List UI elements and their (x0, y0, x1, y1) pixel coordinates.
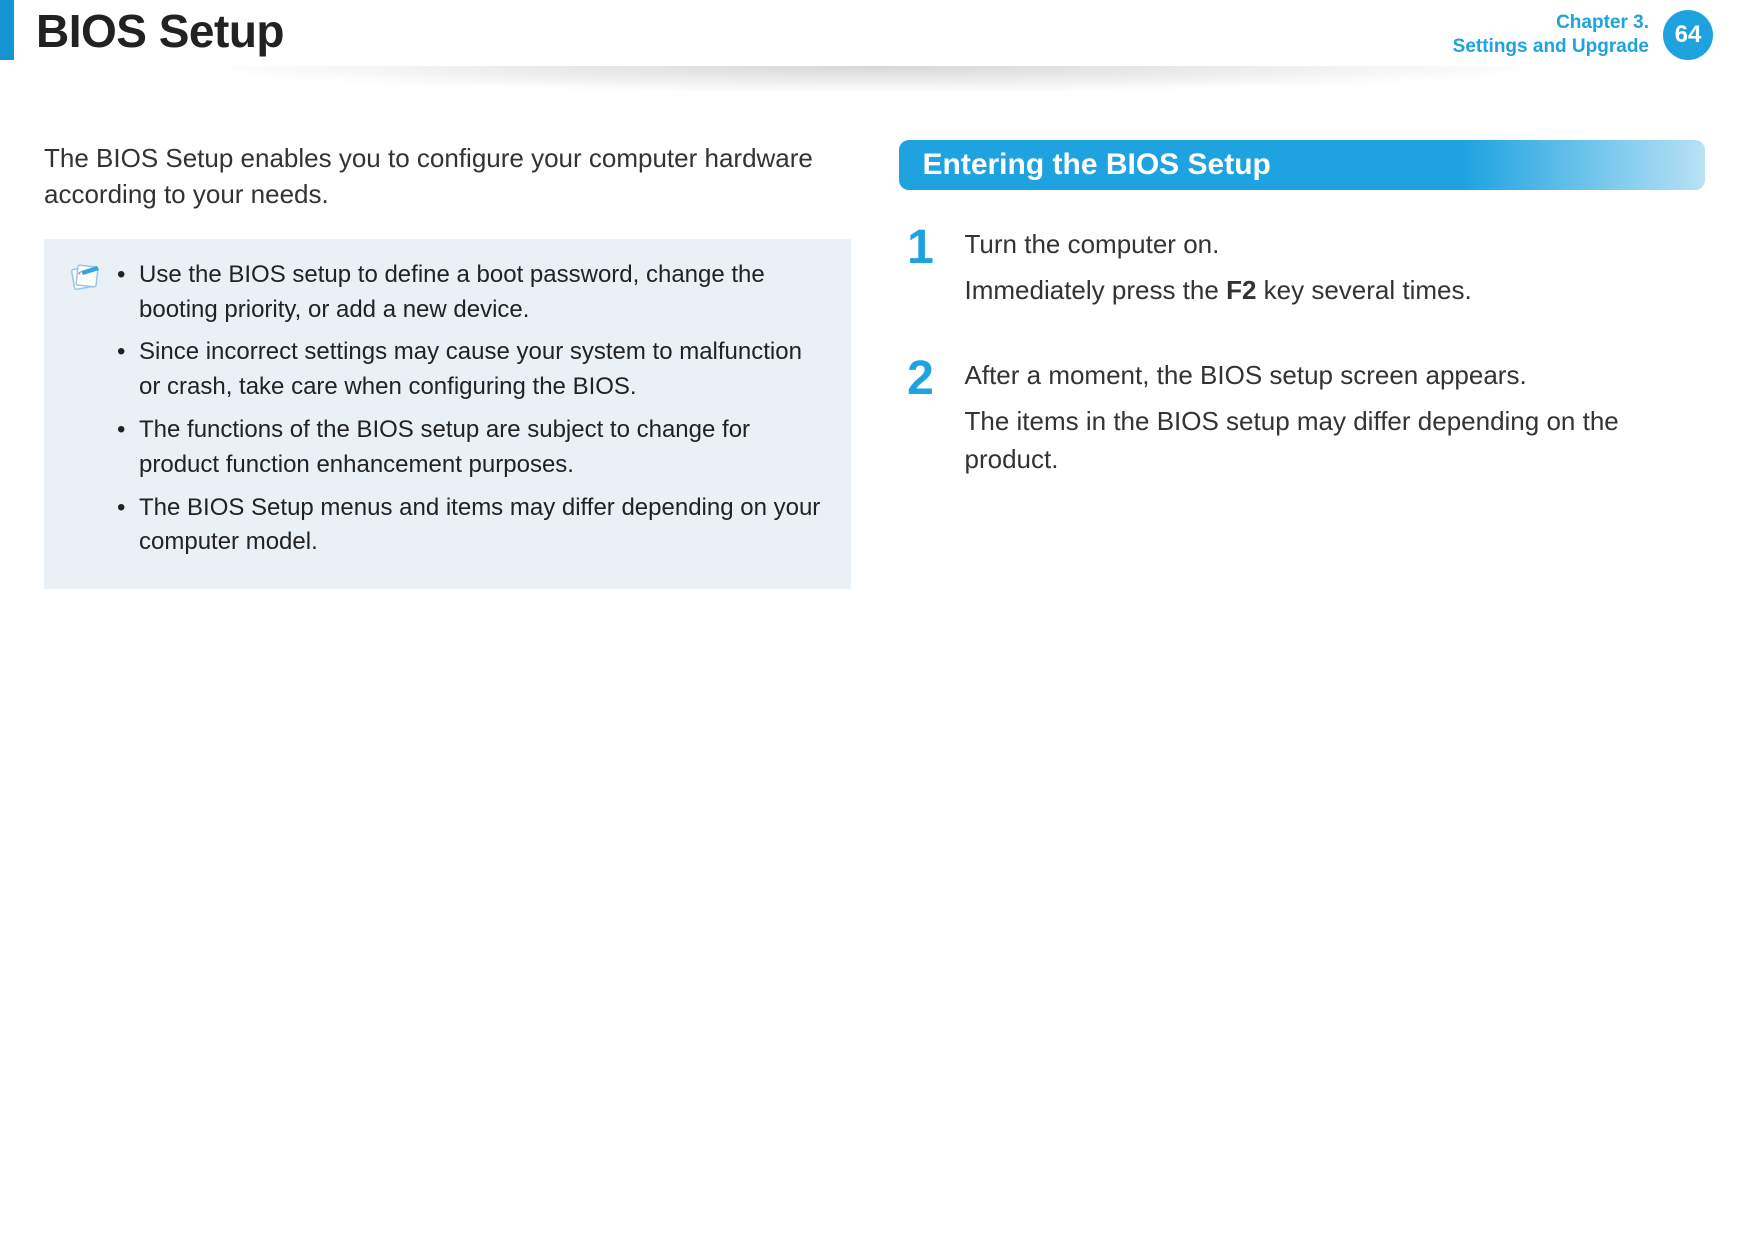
step-2: 2 After a moment, the BIOS setup screen … (899, 357, 1706, 486)
step-1-key: F2 (1226, 275, 1256, 305)
note-list: Use the BIOS setup to define a boot pass… (115, 258, 828, 568)
step-number: 2 (899, 357, 943, 486)
note-icon (67, 258, 103, 568)
step-number: 1 (899, 226, 943, 317)
page-title: BIOS Setup (36, 4, 284, 58)
left-column: The BIOS Setup enables you to configure … (44, 140, 851, 589)
page-header: BIOS Setup Chapter 3. Settings and Upgra… (0, 0, 1749, 80)
chapter-line-2: Settings and Upgrade (1453, 35, 1649, 59)
page-root: BIOS Setup Chapter 3. Settings and Upgra… (0, 0, 1749, 1241)
step-2-line-2: The items in the BIOS setup may differ d… (965, 403, 1706, 478)
chapter-block: Chapter 3. Settings and Upgrade (1453, 11, 1649, 59)
content-columns: The BIOS Setup enables you to configure … (0, 80, 1749, 589)
note-box: Use the BIOS setup to define a boot pass… (44, 239, 851, 589)
intro-paragraph: The BIOS Setup enables you to configure … (44, 140, 851, 213)
note-item: The BIOS Setup menus and items may diffe… (115, 491, 828, 561)
header-accent-tab (0, 0, 14, 60)
page-number-badge: 64 (1663, 10, 1713, 60)
step-body: Turn the computer on. Immediately press … (965, 226, 1472, 317)
page-number: 64 (1675, 21, 1702, 49)
note-item: Use the BIOS setup to define a boot pass… (115, 258, 828, 328)
step-body: After a moment, the BIOS setup screen ap… (965, 357, 1706, 486)
step-1-line-2: Immediately press the F2 key several tim… (965, 272, 1472, 310)
note-item: The functions of the BIOS setup are subj… (115, 413, 828, 483)
header-right-block: Chapter 3. Settings and Upgrade 64 (1453, 4, 1713, 60)
right-column: Entering the BIOS Setup 1 Turn the compu… (899, 140, 1706, 589)
section-heading: Entering the BIOS Setup (899, 140, 1706, 190)
step-1-line-2-post: key several times. (1256, 275, 1471, 305)
note-item: Since incorrect settings may cause your … (115, 335, 828, 405)
step-1-line-1: Turn the computer on. (965, 226, 1472, 264)
step-1: 1 Turn the computer on. Immediately pres… (899, 226, 1706, 317)
step-2-line-1: After a moment, the BIOS setup screen ap… (965, 357, 1706, 395)
chapter-line-1: Chapter 3. (1453, 11, 1649, 35)
step-1-line-2-pre: Immediately press the (965, 275, 1227, 305)
